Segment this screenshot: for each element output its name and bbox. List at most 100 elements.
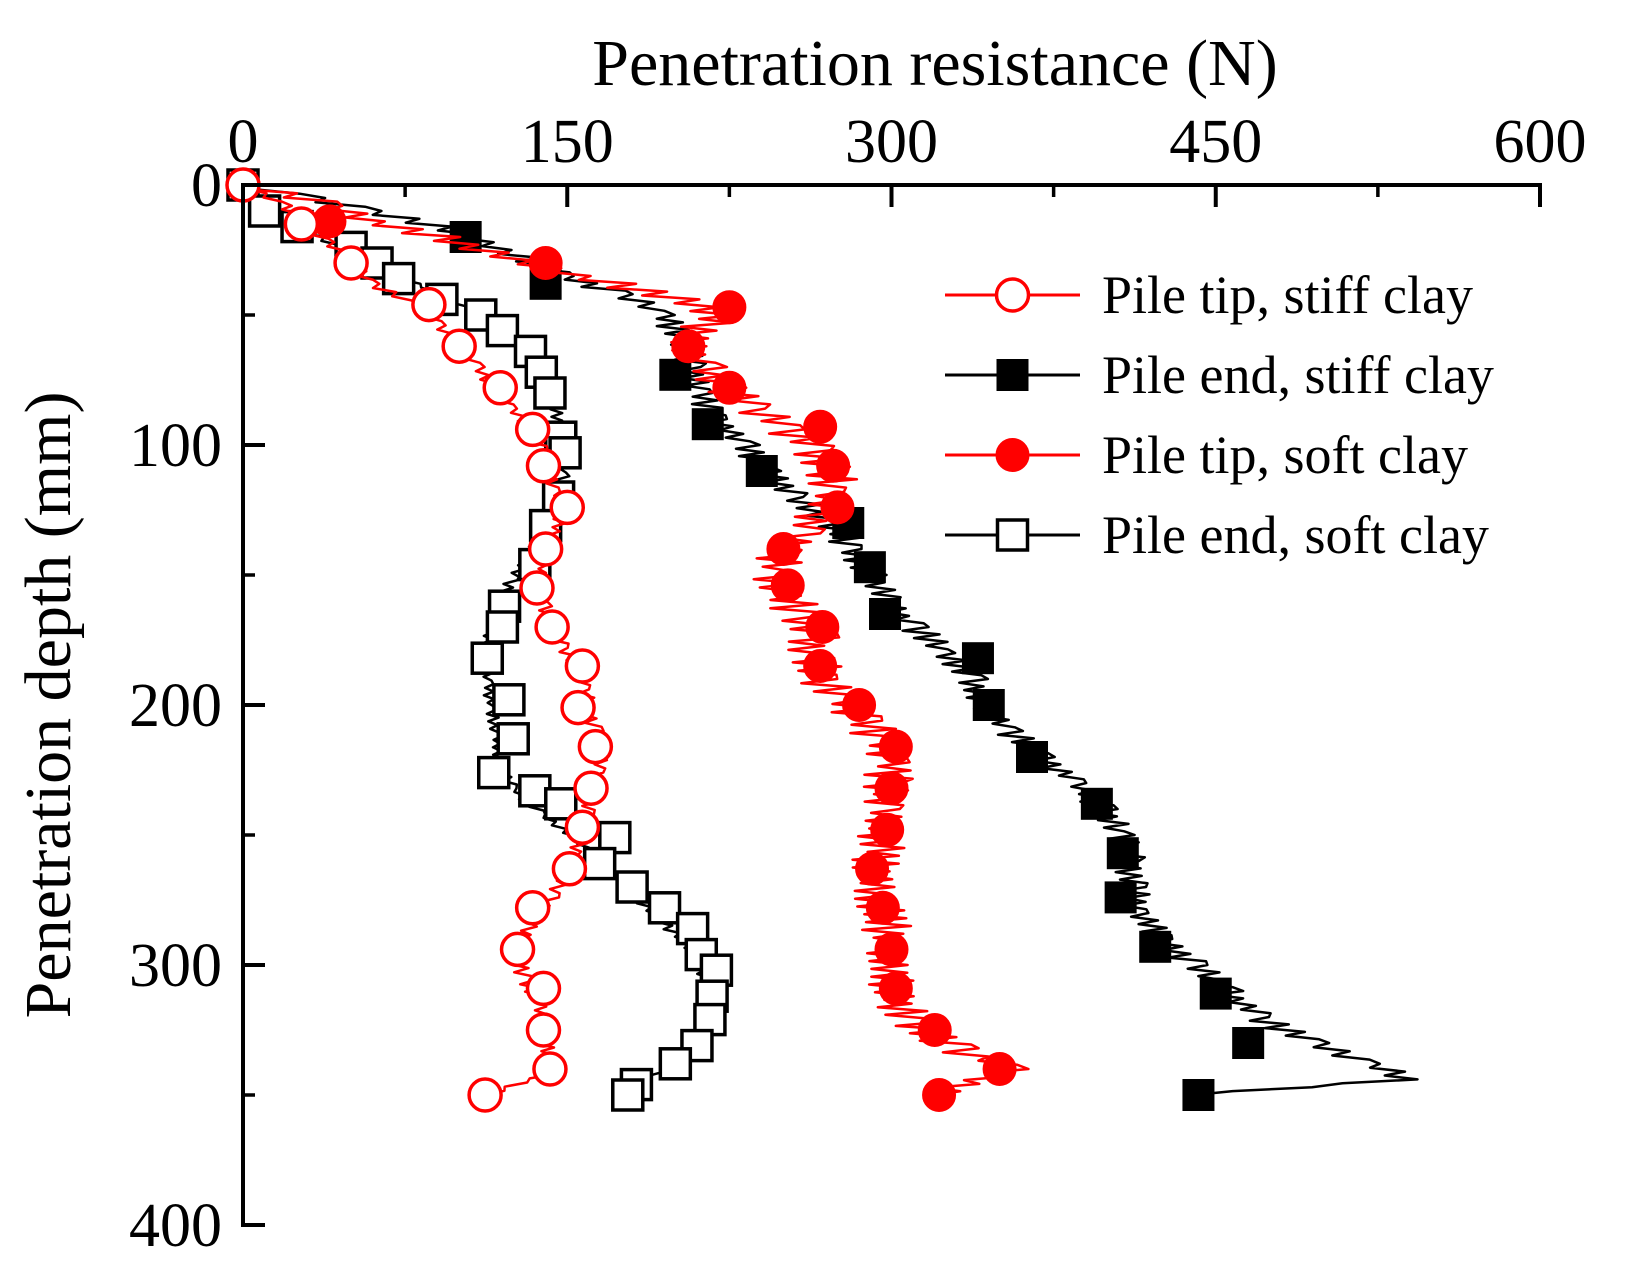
series-2-point bbox=[691, 408, 724, 441]
x-tick-label: 450 bbox=[1169, 108, 1262, 176]
legend-label: Pile tip, soft clay bbox=[1102, 425, 1468, 485]
series-2-point bbox=[1080, 787, 1113, 820]
y-tick-label: 200 bbox=[129, 672, 222, 740]
legend-item-2: Pile end, stiff clay bbox=[945, 345, 1494, 405]
series-3-point bbox=[766, 532, 801, 566]
series-4-point bbox=[582, 846, 617, 881]
series-3-point bbox=[803, 409, 838, 444]
series-3-point bbox=[865, 890, 900, 925]
series-1-point bbox=[514, 411, 551, 448]
series-1-point bbox=[441, 328, 477, 364]
series-3-point bbox=[805, 610, 840, 644]
legend-item-4: Pile end, soft clay bbox=[945, 505, 1489, 565]
series-1-point bbox=[560, 689, 596, 726]
series-3-point bbox=[712, 370, 747, 405]
series-2-point bbox=[1104, 881, 1137, 914]
series-1-point bbox=[564, 809, 601, 845]
legend-item-1: Pile tip, stiff clay bbox=[945, 265, 1473, 325]
series-4-point bbox=[647, 891, 682, 925]
series-3-point bbox=[922, 1078, 957, 1112]
y-axis-title: Penetration depth (mm) bbox=[12, 392, 85, 1019]
y-tick-label: 400 bbox=[129, 1192, 222, 1260]
series-4-point bbox=[492, 683, 526, 717]
series-1-point bbox=[467, 1077, 503, 1113]
series-3-point bbox=[816, 448, 851, 483]
series-3-point bbox=[878, 729, 913, 764]
x-axis-title: Penetration resistance (N) bbox=[592, 27, 1277, 100]
series-2-point bbox=[1139, 930, 1172, 963]
series-4 bbox=[226, 168, 734, 1112]
x-tick-label: 300 bbox=[845, 108, 938, 176]
legend-label: Pile end, stiff clay bbox=[1102, 345, 1494, 405]
series-1-point bbox=[549, 489, 585, 526]
series-1-point bbox=[551, 851, 588, 887]
legend-marker bbox=[995, 438, 1030, 472]
series-1-point bbox=[283, 206, 320, 242]
series-1-point bbox=[482, 370, 518, 406]
series-1-point bbox=[527, 531, 564, 567]
y-tick-label: 300 bbox=[129, 932, 222, 1000]
series-3-point bbox=[770, 568, 805, 603]
series-3-point bbox=[712, 290, 747, 325]
y-tick-label: 0 bbox=[191, 152, 222, 220]
series-4-point bbox=[658, 1047, 693, 1081]
series-1-point bbox=[499, 931, 536, 968]
series-3-point bbox=[820, 490, 855, 525]
series-1-point bbox=[564, 648, 601, 684]
series-3-point bbox=[855, 851, 890, 886]
series-3-point bbox=[874, 771, 909, 806]
series-1-point bbox=[411, 286, 447, 323]
series-3-point bbox=[982, 1052, 1017, 1086]
series-2-point bbox=[659, 358, 692, 391]
series-2-point bbox=[961, 642, 994, 675]
series-2-point bbox=[972, 689, 1005, 721]
legend-label: Pile end, soft clay bbox=[1102, 505, 1489, 565]
series-1-point bbox=[514, 890, 551, 926]
legend-marker bbox=[994, 277, 1031, 313]
x-tick-label: 150 bbox=[521, 108, 614, 176]
axes: 0 150 300 450 600 0 100 200 300 400 bbox=[129, 108, 1587, 1260]
series-1 bbox=[225, 167, 614, 1113]
series-1-point bbox=[532, 1051, 568, 1087]
series-4-point bbox=[470, 641, 505, 675]
series-1-point bbox=[525, 970, 562, 1007]
series-3-point bbox=[878, 971, 913, 1006]
series-4-point bbox=[615, 870, 649, 904]
series-3-point bbox=[803, 649, 838, 683]
series-2-point bbox=[1199, 977, 1232, 1010]
series-1-point bbox=[519, 570, 555, 606]
x-tick-label: 0 bbox=[228, 108, 259, 176]
legend: Pile tip, stiff clay Pile end, stiff clay… bbox=[945, 265, 1494, 565]
series-4-point bbox=[485, 610, 520, 644]
series-2-point bbox=[1016, 741, 1049, 773]
y-tick-label: 100 bbox=[129, 412, 222, 480]
x-tick-label: 600 bbox=[1494, 108, 1587, 176]
legend-item-3: Pile tip, soft clay bbox=[945, 425, 1468, 485]
series-4-point bbox=[533, 376, 567, 410]
series-1-point bbox=[525, 1012, 562, 1048]
series-1-point bbox=[525, 448, 562, 484]
series-2-point bbox=[1182, 1079, 1215, 1111]
series-2-point bbox=[853, 551, 886, 584]
series-2-point bbox=[1106, 837, 1139, 870]
series-1-point bbox=[573, 770, 609, 806]
legend-label: Pile tip, stiff clay bbox=[1102, 265, 1473, 325]
legend-marker bbox=[996, 359, 1029, 391]
series-1-point bbox=[577, 728, 614, 765]
series-4-point bbox=[611, 1078, 645, 1112]
series-4-point bbox=[477, 755, 511, 790]
series-3-point bbox=[874, 932, 909, 967]
series-3-point bbox=[671, 329, 706, 364]
series-2-point bbox=[1232, 1027, 1265, 1059]
series-2-point bbox=[745, 455, 778, 487]
series-3-point bbox=[842, 688, 877, 722]
series-3-point bbox=[917, 1013, 952, 1047]
series-1-point bbox=[333, 245, 369, 281]
series-4-point bbox=[485, 313, 520, 348]
series-2-point bbox=[869, 598, 902, 630]
series-3-point bbox=[870, 812, 905, 847]
series-3-point bbox=[528, 246, 563, 280]
series-4-point bbox=[496, 722, 530, 756]
legend-marker bbox=[995, 518, 1030, 552]
